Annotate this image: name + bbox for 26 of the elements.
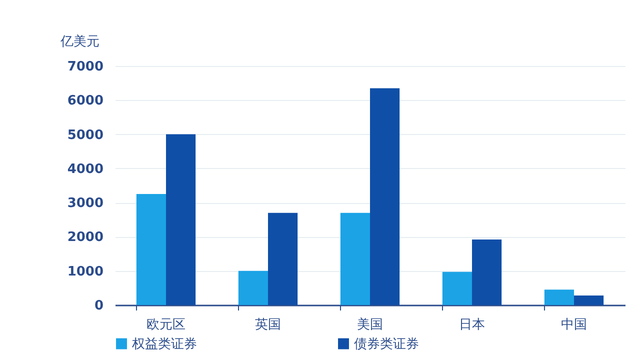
bar [544,290,574,305]
bar [136,194,166,305]
bar [238,270,268,305]
y-tick-label: 7000 [67,60,104,74]
x-tick-label: 日本 [459,318,485,332]
x-tick-label: 英国 [255,318,281,332]
bar [574,295,604,305]
y-tick-label: 6000 [67,94,104,109]
bar [268,212,298,305]
bar [370,88,400,305]
x-tick-label: 欧元区 [146,318,186,332]
x-tick-label: 中国 [561,318,587,332]
x-tick-label: 美国 [357,316,383,332]
bar [442,272,472,305]
y-tick-label: 2000 [67,230,104,246]
y-tick-label: 4000 [67,162,104,177]
legend-label: 债券类证券 [354,336,419,352]
y-tick-label: 3000 [67,196,104,212]
y-tick-label: 0 [94,298,104,314]
y-tick-label: 5000 [67,128,104,143]
y-axis-title: 亿美元 [60,34,100,50]
y-tick-label: 1000 [67,264,104,280]
bar [472,239,502,305]
bar [166,134,196,305]
legend-label: 权益类证券 [131,336,197,352]
bar [340,212,370,305]
